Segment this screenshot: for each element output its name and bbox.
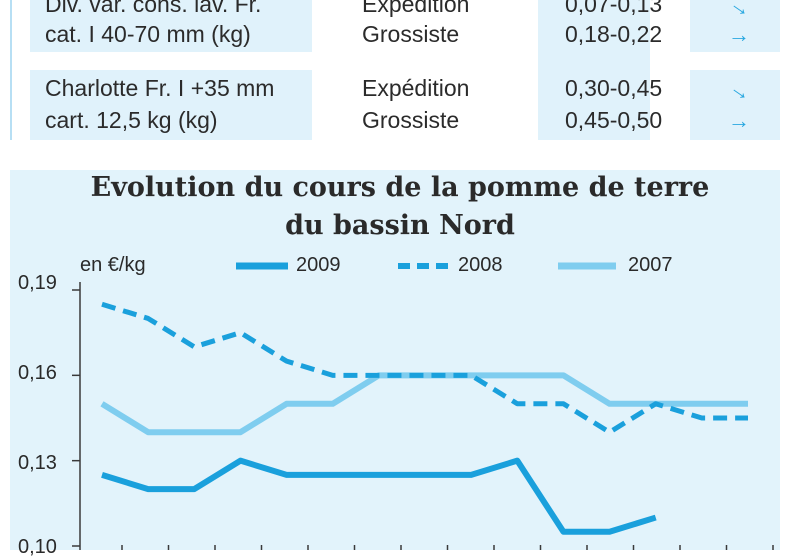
right-arrow-icon: → [728, 22, 750, 47]
legend-label-2008: 2008 [458, 254, 503, 276]
row2-product-line1: Charlotte Fr. I +35 mm [45, 75, 275, 101]
y-tick-label: 0,19 [18, 272, 57, 294]
row2-highlight [30, 70, 312, 140]
row1-product-line1: Div. var. cons. lav. Fr. [45, 0, 262, 17]
trend-column-highlight-1 [690, 0, 780, 52]
y-tick-label: 0,16 [18, 362, 57, 384]
row1-price2: 0,18-0,22 [565, 21, 663, 47]
row2-product-line2: cart. 12,5 kg (kg) [45, 107, 218, 133]
series-line-2009 [101, 457, 657, 535]
row2-price2: 0,45-0,50 [565, 107, 663, 133]
row1-product-line2: cat. I 40-70 mm (kg) [45, 21, 251, 47]
trend-column-highlight-2 [690, 70, 780, 140]
legend-label-2009: 2009 [296, 254, 341, 276]
row1-stage1: Expédition [362, 0, 470, 17]
row2-price1: 0,30-0,45 [565, 75, 663, 101]
row1-price1: 0,07-0,13 [565, 0, 663, 17]
legend-label-2007: 2007 [628, 254, 673, 276]
table-left-border [10, 0, 12, 140]
y-tick-label: 0,13 [18, 452, 57, 474]
chart-title-line1: Evolution du cours de la pomme de terre [90, 172, 710, 203]
row2-stage1: Expédition [362, 75, 470, 101]
y-axis-unit-label: en €/kg [80, 254, 146, 276]
row1-stage2: Grossiste [362, 21, 460, 47]
right-arrow-icon: → [728, 108, 750, 133]
row2-stage2: Grossiste [362, 107, 460, 133]
price-table: Div. var. cons. lav. Fr. cat. I 40-70 mm… [0, 0, 800, 148]
chart-title-line2: du bassin Nord [285, 210, 515, 241]
price-column-highlight [538, 0, 650, 140]
series-line-2007 [100, 372, 748, 436]
row1-highlight [30, 0, 312, 52]
series-line-2008 [101, 301, 748, 435]
